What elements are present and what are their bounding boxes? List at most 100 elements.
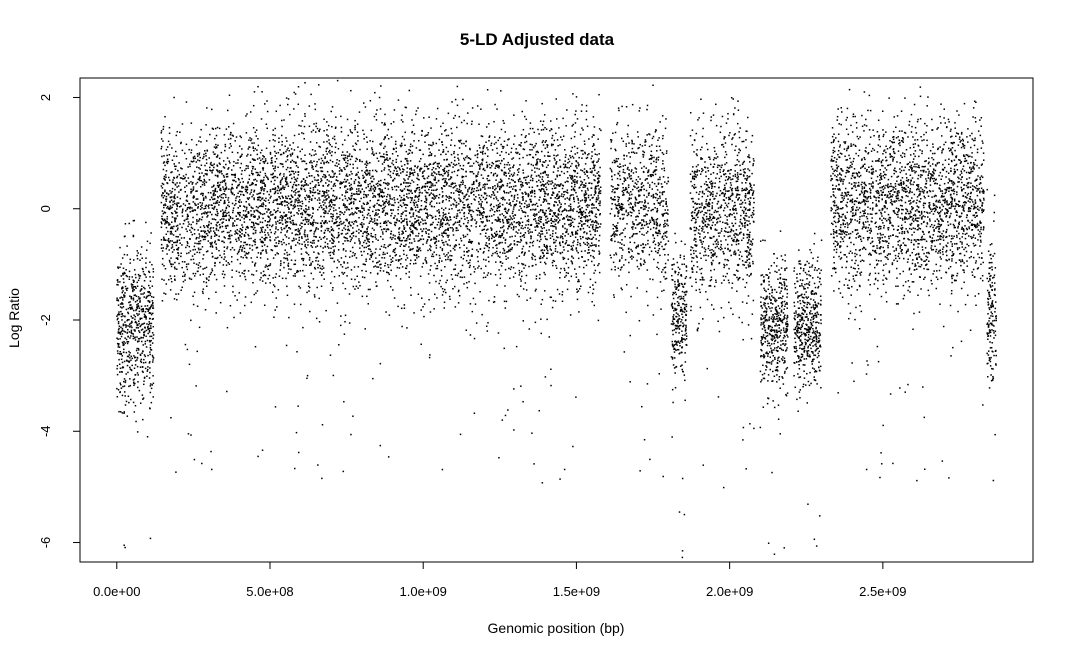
data-point [562,195,564,198]
data-point [383,246,385,248]
data-point [250,301,253,304]
data-point [429,269,431,271]
data-point [382,155,384,158]
data-point [132,309,135,312]
data-point [284,145,286,148]
data-point [174,278,176,281]
data-point [593,244,596,246]
data-point [245,226,248,228]
data-point [491,228,493,230]
data-point [562,185,565,187]
data-point [194,248,196,251]
data-point [218,171,221,174]
data-point [183,275,186,277]
data-point [590,238,592,240]
data-point [408,192,410,195]
data-point [203,184,206,186]
data-point [320,238,322,241]
data-point [140,246,143,248]
data-point [576,250,578,252]
data-point [344,157,346,159]
data-point [212,190,214,192]
data-point [492,252,494,255]
data-point [166,244,168,246]
data-point [343,159,346,161]
data-point [499,241,501,244]
data-point [128,360,131,363]
data-point [130,398,132,401]
data-point [269,229,271,231]
data-point [256,174,259,177]
data-point [123,348,125,351]
data-point [504,208,507,210]
data-point [305,208,307,210]
data-point [223,211,225,214]
data-point [416,220,418,222]
data-point [360,224,363,226]
data-point [310,244,312,247]
data-point [513,194,516,197]
data-point [484,198,486,201]
data-point [151,300,154,302]
data-point [185,143,188,146]
data-point [400,258,403,260]
data-point [433,194,435,197]
data-point [431,183,434,185]
data-point [149,312,152,314]
data-point [366,214,369,216]
data-point [142,362,145,364]
data-point [381,191,383,193]
data-point [387,228,389,230]
data-point [565,216,568,218]
data-point [314,179,316,181]
data-point [486,215,488,218]
data-point [467,162,469,165]
data-point [579,235,582,238]
data-point [558,293,561,295]
data-point [459,225,462,228]
data-point [498,242,500,245]
data-point [480,194,483,197]
data-point [274,191,277,194]
data-point [297,103,300,106]
data-point [535,151,538,153]
data-point [556,174,558,177]
data-point [482,168,485,171]
data-point [131,321,133,324]
data-point [347,159,349,162]
data-point [495,230,498,233]
data-point [448,239,450,241]
data-point [303,160,306,163]
data-point [316,256,319,259]
data-point [224,187,227,190]
data-point [194,170,196,173]
data-point [152,382,155,385]
data-point [229,133,232,136]
data-point [213,235,216,237]
data-point [222,197,224,199]
data-point [138,330,140,332]
data-point [351,246,354,249]
data-point [337,148,340,150]
data-point [116,315,118,317]
data-point [535,263,537,266]
data-point [192,303,195,306]
data-point [264,103,266,105]
data-point [329,199,332,202]
data-point [509,202,511,204]
data-point [545,166,548,169]
data-point [219,227,221,229]
data-point [132,297,135,299]
data-point [327,135,329,137]
data-point [446,243,449,245]
data-point [569,154,571,157]
data-point [502,225,505,227]
data-point [209,228,212,230]
data-point [124,381,127,384]
data-point [564,276,566,278]
data-point [238,230,241,232]
data-point [217,221,219,223]
data-point [274,199,277,201]
data-point [120,358,123,361]
data-point [468,228,471,231]
